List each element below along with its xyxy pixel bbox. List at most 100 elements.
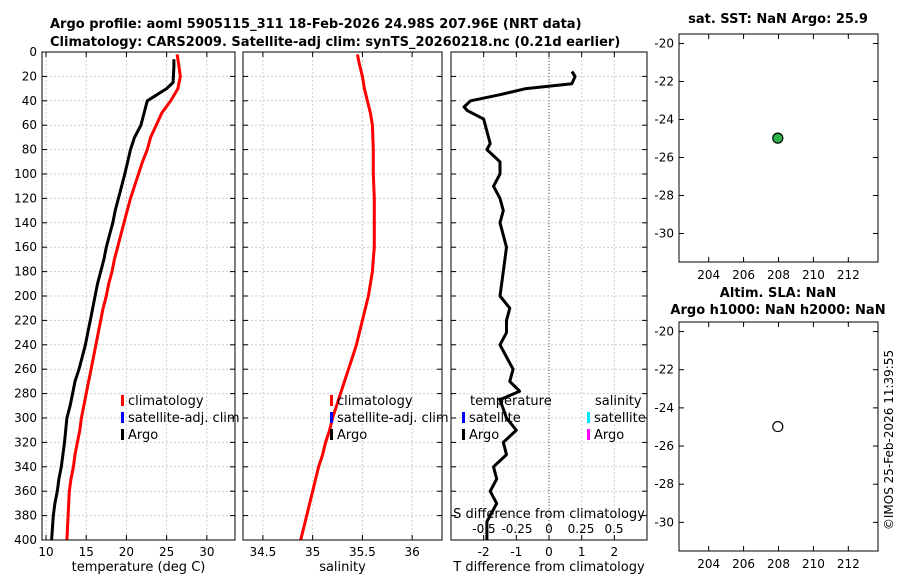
series-line-argo xyxy=(50,59,176,541)
y-tick-label: -22 xyxy=(654,75,674,89)
y-tick-label: 220 xyxy=(14,313,37,327)
legend-label-climatology: climatology xyxy=(128,394,204,409)
y-tick-label: 80 xyxy=(22,143,37,157)
sla-map-title-line2: Argo h1000: NaN h2000: NaN xyxy=(670,303,885,318)
legend-label-argo: Argo xyxy=(128,428,158,443)
figure-title-line2: Climatology: CARS2009. Satellite-adj cli… xyxy=(50,35,620,50)
y-tick-label: 380 xyxy=(14,509,37,523)
y-tick-label: 40 xyxy=(22,94,37,108)
legend-label-argo: Argo xyxy=(337,428,367,443)
y-tick-label: -28 xyxy=(654,189,674,203)
top-x-tick-label: 0.25 xyxy=(568,522,595,536)
x-tick-label: 204 xyxy=(697,268,720,282)
y-tick-label: -24 xyxy=(654,113,674,127)
sst-map-panel: -20 -22 -24 -26 -28 -30 204 206 208 210 212 xyxy=(654,33,879,282)
series-line-climatology xyxy=(65,54,182,541)
x-tick-label: 210 xyxy=(802,268,825,282)
legend-label-argo: Argo xyxy=(594,428,624,443)
y-tick-label: 160 xyxy=(14,240,37,254)
legend-label-satellite: satellite-adj. clim xyxy=(128,411,240,426)
x-tick-label: 208 xyxy=(767,268,790,282)
legend-swatch xyxy=(462,429,465,440)
x-tick-label: 20 xyxy=(119,545,134,559)
legend-swatch xyxy=(121,412,124,423)
map-frame xyxy=(678,321,879,552)
map-frame xyxy=(678,33,879,263)
argo-position-marker xyxy=(772,132,784,144)
y-tick-label: -26 xyxy=(654,151,674,165)
x-tick-label: -2 xyxy=(478,545,490,559)
y-tick-label: 280 xyxy=(14,387,37,401)
imos-credit: ©IMOS 25-Feb-2026 11:39:55 xyxy=(882,350,896,530)
y-tick-label: 20 xyxy=(22,69,37,83)
x-tick-label: 208 xyxy=(767,557,790,571)
x-tick-label: 2 xyxy=(611,545,619,559)
y-tick-label: -20 xyxy=(654,37,674,51)
difference-panel: -2 -1 0 1 2T difference from climatology S di… xyxy=(450,51,648,575)
y-tick-label: 140 xyxy=(14,216,37,230)
x-tick-label: 25 xyxy=(159,545,174,559)
top-x-tick-label: 0 xyxy=(545,522,553,536)
y-tick-label: 0 xyxy=(29,45,37,59)
sla-map-panel: -20 -22 -24 -26 -28 -30 204 206 208 210 212 xyxy=(654,321,879,571)
x-tick-label: 36 xyxy=(405,545,420,559)
salinity-panel: 34.5 35 35.5 36 salinity climatology satellite… xyxy=(242,51,449,575)
legend-swatch xyxy=(462,412,465,423)
x-axis-label: T difference from climatology xyxy=(452,560,645,575)
legend-label-satellite: satellite xyxy=(469,411,521,426)
figure-title-line1: Argo profile: aoml 5905115_311 18-Feb-20… xyxy=(50,17,582,32)
y-tick-label: -22 xyxy=(654,363,674,377)
y-tick-label: 400 xyxy=(14,533,37,547)
legend-swatch xyxy=(330,412,333,423)
x-tick-label: 210 xyxy=(802,557,825,571)
y-tick-label: 320 xyxy=(14,435,37,449)
x-tick-label: 35.5 xyxy=(349,545,376,559)
legend-label-climatology: climatology xyxy=(337,394,413,409)
y-tick-label: -20 xyxy=(654,325,674,339)
legend-label-argo: Argo xyxy=(469,428,499,443)
legend-label-satellite: satellite-adj. clim xyxy=(337,411,449,426)
y-tick-label: -30 xyxy=(654,515,674,529)
y-tick-label: -28 xyxy=(654,477,674,491)
legend-swatch xyxy=(587,429,590,440)
top-x-tick-label: -0.5 xyxy=(472,522,495,536)
y-tick-label: 100 xyxy=(14,167,37,181)
x-tick-label: 0 xyxy=(545,545,553,559)
legend-title-temperature: temperature xyxy=(470,394,552,409)
y-tick-label: -26 xyxy=(654,439,674,453)
y-tick-label: -30 xyxy=(654,227,674,241)
legend-swatch xyxy=(330,429,333,440)
x-axis-label: temperature (deg C) xyxy=(72,560,206,575)
series-line-argo-temperature-difference xyxy=(462,70,577,540)
legend-title-salinity: salinity xyxy=(595,394,642,409)
x-tick-label: 206 xyxy=(732,268,755,282)
x-axis-label: salinity xyxy=(319,560,366,575)
legend-swatch xyxy=(330,395,333,406)
x-tick-label: 15 xyxy=(79,545,94,559)
x-tick-label: 204 xyxy=(697,557,720,571)
x-tick-label: 30 xyxy=(199,545,214,559)
argo-position-marker xyxy=(772,420,784,433)
top-x-tick-label: -0.25 xyxy=(501,522,532,536)
temperature-panel: 10 15 20 25 30020406080100120140160180200220… xyxy=(14,45,240,575)
x-tick-label: 1 xyxy=(578,545,586,559)
y-tick-label: 180 xyxy=(14,265,37,279)
legend-swatch xyxy=(121,395,124,406)
y-tick-label: 260 xyxy=(14,362,37,376)
sst-map-title: sat. SST: NaN Argo: 25.9 xyxy=(688,12,868,27)
x-tick-label: 10 xyxy=(38,545,53,559)
x-tick-label: 206 xyxy=(732,557,755,571)
legend-swatch xyxy=(121,429,124,440)
top-x-tick-label: 0.5 xyxy=(604,522,623,536)
x-tick-label: 212 xyxy=(837,268,860,282)
y-tick-label: 340 xyxy=(14,460,37,474)
y-tick-label: 200 xyxy=(14,289,37,303)
x-tick-label: 34.5 xyxy=(250,545,277,559)
x-tick-label: 35 xyxy=(305,545,320,559)
x-tick-label: 212 xyxy=(837,557,860,571)
y-tick-label: 120 xyxy=(14,191,37,205)
y-tick-label: 360 xyxy=(14,484,37,498)
y-tick-label: 300 xyxy=(14,411,37,425)
series-line-climatology xyxy=(299,54,376,541)
